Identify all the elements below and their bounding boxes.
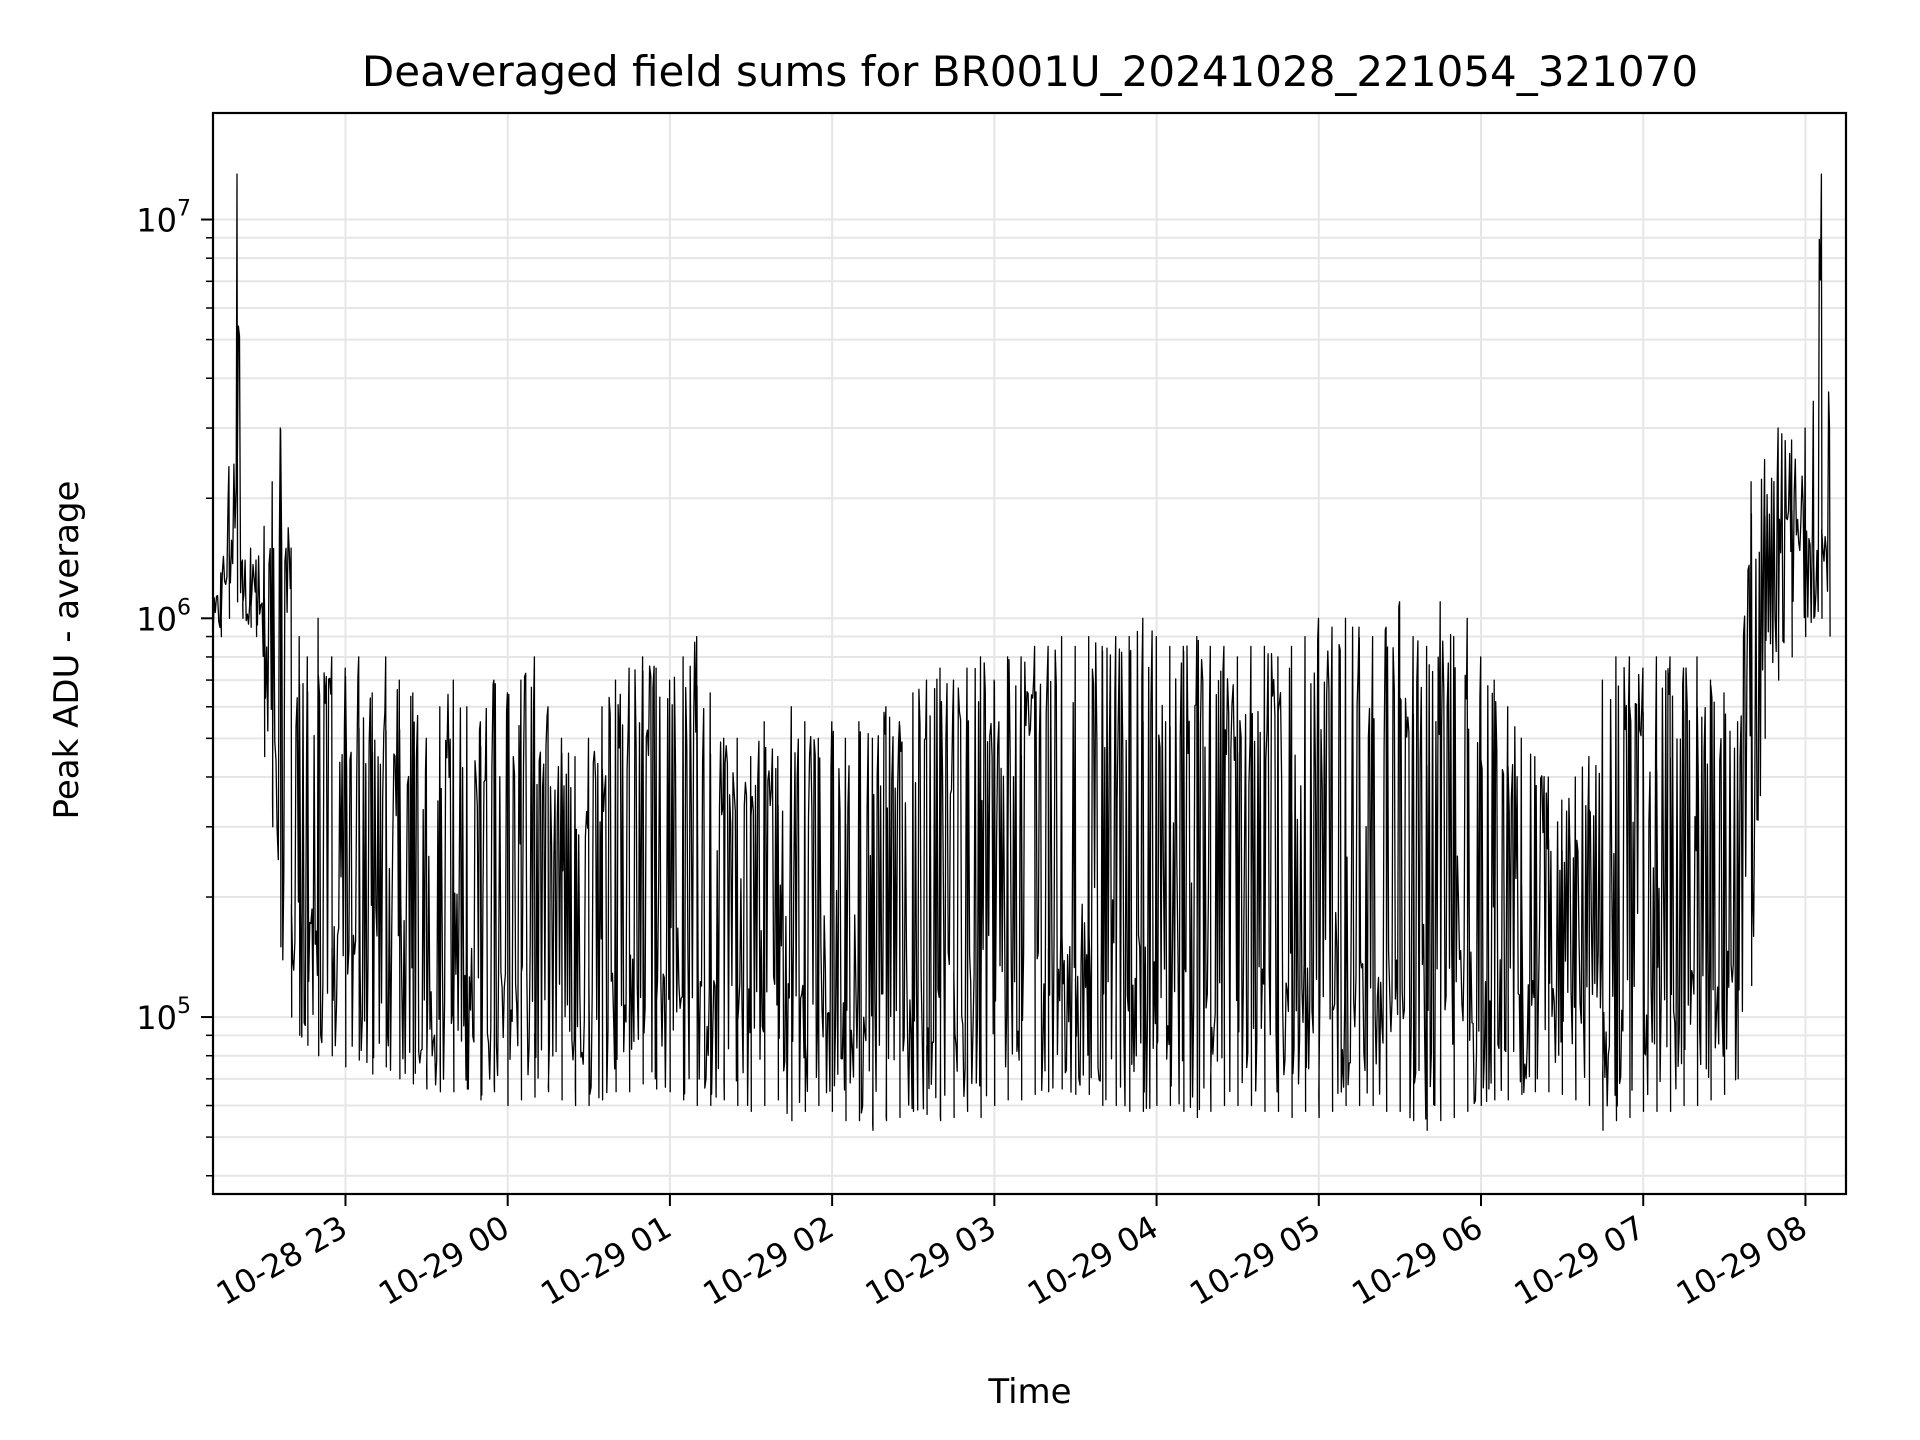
y-axis-label: Peak ADU - average <box>47 481 87 820</box>
y-tick-label: 107 <box>136 197 191 240</box>
y-tick-label: 106 <box>136 595 191 638</box>
series <box>212 173 1831 1131</box>
chart-title: Deaveraged field sums for BR001U_2024102… <box>362 47 1698 96</box>
y-axis: 105 106 107 <box>136 197 213 1177</box>
plot-frame <box>211 111 1848 1196</box>
x-axis-label: Time <box>987 1372 1071 1412</box>
series-line <box>212 173 1831 1131</box>
y-tick-label: 105 <box>136 994 191 1037</box>
